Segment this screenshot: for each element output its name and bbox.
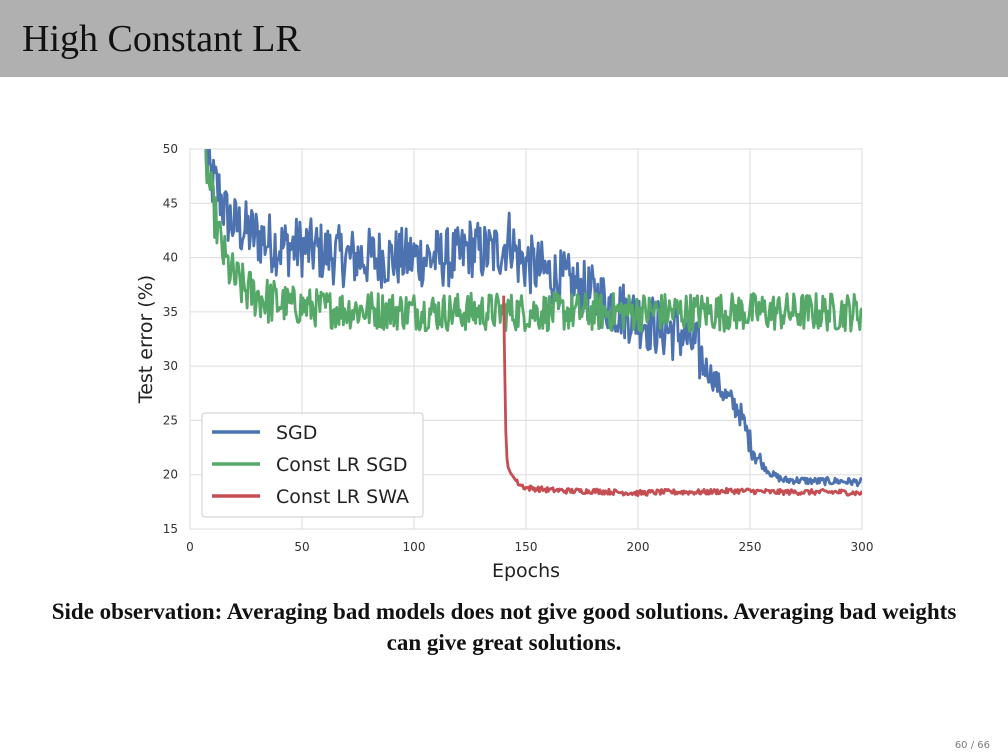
y-tick-label: 35 xyxy=(163,305,178,319)
y-tick-label: 40 xyxy=(163,251,178,265)
x-tick-label: 150 xyxy=(515,540,538,554)
x-tick-label: 50 xyxy=(294,540,309,554)
series-line-1 xyxy=(204,149,862,333)
slide-title: High Constant LR xyxy=(22,18,301,60)
x-tick-label: 100 xyxy=(403,540,426,554)
y-tick-label: 45 xyxy=(163,196,178,210)
legend-label: Const LR SGD xyxy=(276,454,408,476)
line-chart: 0 50 100 150 200 250 300 15 20 25 30 35 40 45 50 Epochs… xyxy=(135,142,874,582)
slide-caption: Side observation: Averaging bad models d… xyxy=(51,599,957,655)
x-tick-label: 0 xyxy=(186,540,194,554)
series-line-2 xyxy=(502,295,862,497)
title-bar: High Constant LR xyxy=(0,0,1008,77)
y-tick-label: 30 xyxy=(163,359,178,373)
series-line-0 xyxy=(204,149,862,488)
y-tick-label: 25 xyxy=(163,413,178,427)
legend-box xyxy=(201,412,424,518)
x-tick-label: 300 xyxy=(851,540,874,554)
y-tick-label: 20 xyxy=(163,468,178,482)
y-tick-label: 50 xyxy=(163,142,178,156)
x-tick-label: 250 xyxy=(739,540,762,554)
legend-label: Const LR SWA xyxy=(276,486,409,508)
y-axis-label: Test error (%) xyxy=(135,275,157,404)
x-axis-label: Epochs xyxy=(492,560,560,582)
page-number: 60 / 66 xyxy=(954,740,990,751)
legend-label: SGD xyxy=(276,422,317,444)
x-tick-label: 200 xyxy=(627,540,650,554)
y-tick-label: 15 xyxy=(163,522,178,536)
